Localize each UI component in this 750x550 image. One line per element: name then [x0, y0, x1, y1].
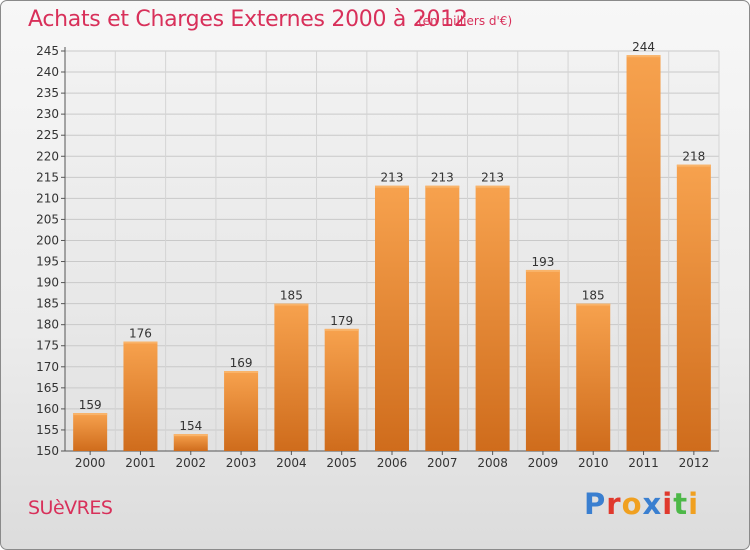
bar-2003: [224, 371, 259, 451]
x-tick-label-2004: 2004: [276, 456, 307, 470]
data-label-2000: 159: [79, 398, 102, 412]
bar-2010: [576, 303, 611, 451]
data-label-2011: 244: [632, 40, 655, 54]
bar-2009: [525, 269, 560, 451]
x-tick-label-2006: 2006: [377, 456, 408, 470]
data-label-2010: 185: [582, 289, 605, 303]
x-tick-label-2010: 2010: [578, 456, 609, 470]
y-tick-label: 245: [36, 44, 59, 58]
x-tick-labels: 2000 2001 2002 2003 2004 2005 2006 2007 2008 2009…: [75, 456, 709, 470]
bar-top-2000: [73, 413, 108, 416]
y-tick-label: 185: [36, 297, 59, 311]
x-tick-label-2001: 2001: [125, 456, 156, 470]
x-tick-label-2005: 2005: [326, 456, 357, 470]
x-tick-label-2002: 2002: [175, 456, 206, 470]
y-tick-label: 215: [36, 170, 59, 184]
y-tick-label: 195: [36, 255, 59, 269]
x-tick-label-2012: 2012: [679, 456, 710, 470]
bar-2007: [425, 185, 460, 451]
bar-top-2009: [525, 269, 560, 272]
y-tick-label: 205: [36, 212, 59, 226]
data-label-2005: 179: [330, 314, 353, 328]
x-tick-label-2008: 2008: [477, 456, 508, 470]
chart-subtitle: (en milliers d'€): [418, 14, 513, 28]
bar-top-2005: [324, 328, 359, 331]
x-tick-label-2011: 2011: [628, 456, 659, 470]
y-tick-label: 160: [36, 402, 59, 416]
bar-2011: [626, 55, 661, 452]
bar-top-2001: [123, 341, 158, 344]
bar-2008: [475, 185, 510, 451]
y-tick-label: 155: [36, 423, 59, 437]
data-label-2001: 176: [129, 327, 152, 341]
x-tick-label-2007: 2007: [427, 456, 458, 470]
data-label-2009: 193: [531, 255, 554, 269]
y-tick-label: 150: [36, 444, 59, 458]
bar-2004: [274, 303, 309, 451]
bar-2000: [73, 413, 108, 451]
y-tick-label: 200: [36, 233, 59, 247]
data-label-2004: 185: [280, 289, 303, 303]
brand-letter: t: [673, 487, 689, 521]
data-label-2008: 213: [481, 171, 504, 185]
brand-letter: P: [584, 487, 607, 521]
city-name: SUèVRES: [28, 497, 113, 519]
y-tick-label: 170: [36, 360, 59, 374]
x-tick-label-2003: 2003: [226, 456, 257, 470]
y-tick-label: 190: [36, 276, 59, 290]
x-tick-label-2009: 2009: [528, 456, 559, 470]
data-label-2003: 169: [230, 356, 253, 370]
data-label-2002: 154: [179, 419, 202, 433]
brand-logo: Proxiti: [584, 487, 699, 521]
bar-top-2006: [375, 185, 409, 188]
data-label-2007: 213: [431, 171, 454, 185]
bar-2006: [375, 185, 409, 451]
bars: [73, 55, 711, 452]
y-tick-label: 230: [36, 107, 59, 121]
bar-top-2008: [475, 185, 510, 188]
data-label-2006: 213: [381, 171, 404, 185]
y-tick-label: 240: [36, 65, 59, 79]
y-tick-label: 165: [36, 381, 59, 395]
bar-2001: [123, 341, 158, 451]
data-labels: 159 176 154 169 185 179 213 213 213 193 185 244 218: [79, 40, 706, 433]
bar-top-2011: [626, 55, 661, 58]
brand-letter: x: [642, 487, 663, 521]
bar-top-2004: [274, 303, 309, 306]
y-tick-label: 220: [36, 149, 59, 163]
chart-title: Achats et Charges Externes 2000 à 2012: [28, 7, 468, 32]
brand-letter: i: [662, 487, 674, 521]
y-tick-label: 180: [36, 318, 59, 332]
y-tick-labels: 150 155 160 165 170 175 180 185 190 195 200 205 210 2…: [36, 44, 59, 458]
data-label-2012: 218: [682, 150, 705, 164]
y-tick-label: 225: [36, 128, 59, 142]
bar-top-2010: [576, 303, 611, 306]
bar-2012: [676, 164, 711, 451]
bar-top-2012: [676, 164, 711, 167]
bar-top-2003: [224, 371, 259, 373]
brand-letter: i: [688, 487, 700, 521]
y-tick-label: 175: [36, 339, 59, 353]
bar-2005: [324, 328, 359, 451]
bar-2002: [173, 434, 208, 451]
bar-top-2007: [425, 185, 460, 188]
y-tick-label: 210: [36, 191, 59, 205]
x-tick-label-2000: 2000: [75, 456, 106, 470]
y-tick-label: 235: [36, 86, 59, 100]
brand-letter: o: [621, 487, 643, 521]
brand-letter: r: [606, 487, 622, 521]
bar-top-2002: [173, 434, 208, 437]
